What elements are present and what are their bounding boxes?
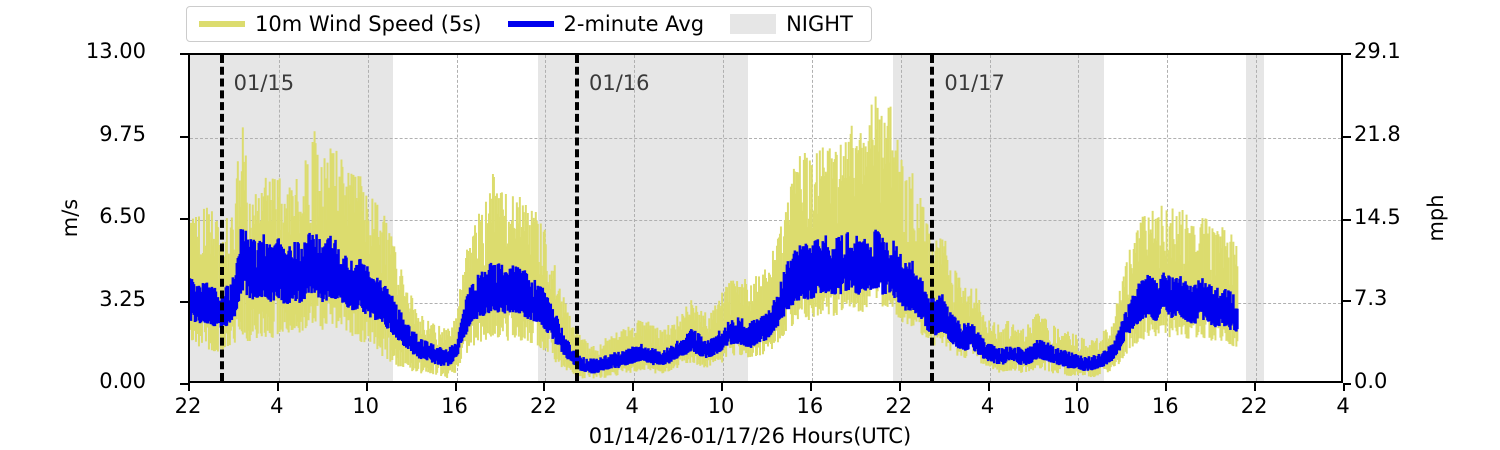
y-axis-label-left: m/s — [58, 198, 82, 238]
y-tick-mark-right — [1343, 300, 1351, 303]
vertical-gridline — [989, 55, 991, 381]
y-tick-label-right: 7.3 — [1354, 286, 1388, 311]
x-tick-label: 10 — [1063, 394, 1090, 418]
legend-entry-gust: 10m Wind Speed (5s) — [199, 11, 482, 36]
y-tick-label-left: 0.00 — [99, 369, 146, 393]
y-tick-label-right: 21.8 — [1354, 121, 1401, 146]
y-tick-mark-left — [180, 383, 188, 385]
vertical-gridline — [634, 55, 636, 381]
legend-label-average: 2-minute Avg — [563, 11, 705, 36]
day-divider-line — [219, 55, 224, 381]
y-tick-mark-left — [180, 135, 188, 138]
x-tick-label: 4 — [980, 394, 995, 418]
series-gust — [190, 96, 1239, 379]
x-tick-label: 22 — [1240, 394, 1268, 418]
x-tick-mark — [365, 383, 368, 391]
x-tick-mark — [632, 383, 635, 391]
y-tick-label-left: 13.00 — [85, 39, 146, 63]
legend-label-gust: 10m Wind Speed (5s) — [255, 11, 482, 36]
x-tick-label: 22 — [885, 394, 913, 418]
y-tick-label-left: 6.50 — [99, 204, 146, 228]
series-average — [190, 229, 1239, 374]
day-divider-label: 01/17 — [944, 71, 1005, 95]
x-tick-label: 4 — [625, 394, 639, 418]
x-tick-label: 22 — [174, 394, 202, 418]
x-tick-mark — [276, 383, 279, 391]
chart-legend: 10m Wind Speed (5s) 2-minute Avg NIGHT — [186, 6, 872, 42]
y-tick-mark-left — [180, 218, 188, 220]
x-tick-label: 4 — [270, 394, 284, 418]
day-divider-label: 01/15 — [233, 71, 295, 95]
x-tick-mark — [454, 383, 457, 391]
vertical-gridline — [723, 55, 725, 381]
y-tick-label-right: 29.1 — [1354, 39, 1401, 63]
x-tick-mark — [987, 383, 990, 391]
y-axis-label-right: mph — [1424, 194, 1448, 242]
x-tick-mark — [809, 383, 812, 391]
vertical-gridline — [1078, 55, 1080, 381]
vertical-gridline — [545, 55, 547, 381]
x-tick-mark — [898, 383, 901, 391]
x-axis-label: 01/14/26-01/17/26 Hours(UTC) — [588, 424, 912, 448]
y-tick-mark-right — [1343, 218, 1351, 221]
x-tick-mark — [543, 383, 546, 391]
y-tick-mark-right — [1343, 135, 1351, 138]
y-tick-label-right: 0.0 — [1354, 369, 1388, 393]
day-divider-line — [575, 55, 579, 381]
x-tick-mark — [1254, 383, 1257, 391]
x-tick-label: 16 — [796, 394, 824, 418]
y-tick-label-right: 14.5 — [1354, 204, 1401, 229]
x-tick-label: 10 — [707, 394, 735, 418]
y-tick-label-left: 9.75 — [99, 121, 146, 146]
y-tick-mark-right — [1343, 383, 1351, 385]
legend-entry-average: 2-minute Avg — [507, 11, 705, 36]
y-tick-mark-right — [1343, 53, 1351, 55]
legend-swatch-average-line — [507, 21, 554, 27]
x-tick-mark — [1076, 383, 1079, 391]
x-tick-label: 16 — [441, 394, 468, 418]
horizontal-gridline — [190, 220, 1341, 221]
y-tick-label-left: 3.25 — [99, 286, 146, 311]
vertical-gridline — [1167, 55, 1169, 381]
legend-label-night: NIGHT — [786, 11, 853, 36]
x-tick-mark — [721, 383, 724, 391]
x-tick-label: 4 — [1336, 394, 1350, 418]
x-tick-mark — [188, 383, 190, 391]
x-tick-label: 22 — [530, 394, 557, 418]
vertical-gridline — [1256, 55, 1258, 381]
x-tick-label: 16 — [1151, 394, 1179, 418]
x-tick-mark — [1165, 383, 1168, 391]
legend-swatch-night-patch — [730, 14, 777, 34]
day-divider-line — [930, 55, 935, 381]
x-tick-mark — [1343, 383, 1345, 391]
day-divider-label: 01/16 — [589, 71, 650, 95]
horizontal-gridline — [190, 137, 1341, 139]
legend-swatch-gust-line — [199, 21, 245, 27]
y-tick-mark-left — [180, 300, 188, 303]
legend-entry-night: NIGHT — [730, 11, 853, 36]
x-tick-label: 10 — [352, 394, 380, 418]
vertical-gridline — [456, 55, 458, 381]
plot-area: 01/15 01/16 01/17 — [188, 53, 1343, 383]
night-shading-band — [1245, 55, 1264, 381]
y-tick-mark-left — [180, 53, 188, 55]
series-layer — [190, 96, 1239, 379]
